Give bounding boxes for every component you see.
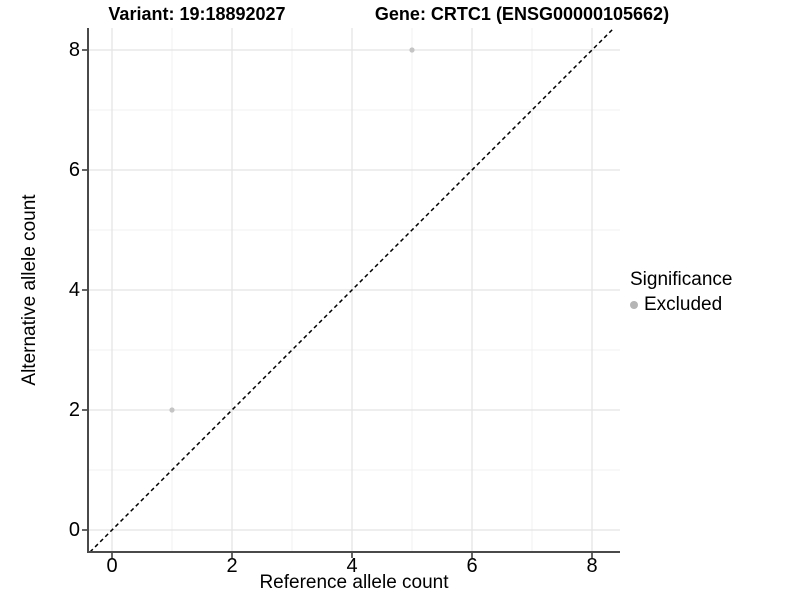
y-tick-label: 8 xyxy=(68,39,80,61)
data-point xyxy=(409,47,415,53)
identity-dashed-line xyxy=(89,27,615,553)
legend-title: Significance xyxy=(630,269,733,290)
excluded-point-icon xyxy=(630,301,638,309)
x-axis-title: Reference allele count xyxy=(259,572,449,593)
x-tick-label: 4 xyxy=(346,555,358,577)
data-point xyxy=(169,407,175,413)
x-tick-label: 2 xyxy=(226,555,238,577)
y-tick-label: 6 xyxy=(68,159,80,181)
plot-title-variant: Variant: 19:18892027 xyxy=(108,4,286,24)
x-tick-label: 0 xyxy=(106,555,118,577)
y-tick-label: 0 xyxy=(68,519,80,541)
legend-item-excluded: Excluded xyxy=(630,294,732,316)
legend: Significance Excluded xyxy=(630,269,732,316)
legend-item-label: Excluded xyxy=(644,294,723,315)
y-axis-title: Alternative allele count xyxy=(19,194,40,386)
y-tick-label: 2 xyxy=(68,399,80,421)
x-tick-label: 6 xyxy=(466,555,478,577)
x-tick-label: 8 xyxy=(586,555,598,577)
y-tick-label: 4 xyxy=(68,279,80,301)
plot-title-gene: Gene: CRTC1 (ENSG00000105662) xyxy=(374,4,670,24)
